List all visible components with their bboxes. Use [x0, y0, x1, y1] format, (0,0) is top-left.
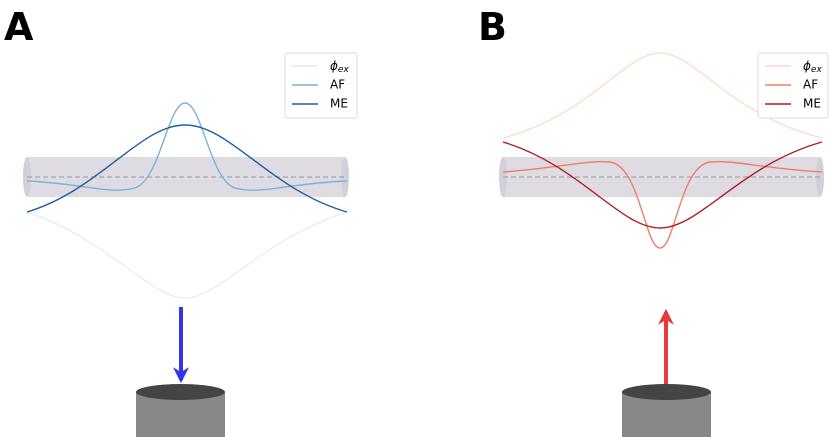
electrode-top: [136, 384, 225, 400]
phi-curve: [502, 52, 823, 139]
legend-entry: ϕex: [803, 59, 822, 75]
panel-b: B ϕex AF ME: [478, 5, 829, 437]
legend-entry: ϕex: [330, 59, 349, 75]
phi-curve: [26, 211, 348, 299]
panel-label: A: [4, 5, 34, 49]
legend-entry: ME: [803, 97, 821, 111]
axon: [27, 157, 345, 197]
electrode-top: [622, 384, 711, 400]
legend-box: [284, 52, 358, 119]
af-curve: [502, 160, 823, 249]
panel-a: A ϕex AF ME: [4, 5, 358, 437]
legend-entry: ME: [330, 97, 348, 111]
af-curve: [26, 102, 348, 191]
axon-cap: [341, 157, 349, 197]
me-curve: [502, 141, 823, 229]
legend-entry: AF: [803, 78, 818, 92]
legend: ϕex AF ME: [757, 52, 829, 119]
legend: ϕex AF ME: [284, 52, 358, 119]
legend-entry: AF: [330, 78, 345, 92]
legend-box: [757, 52, 829, 119]
me-curve: [26, 124, 348, 213]
panel-label: B: [478, 5, 507, 49]
